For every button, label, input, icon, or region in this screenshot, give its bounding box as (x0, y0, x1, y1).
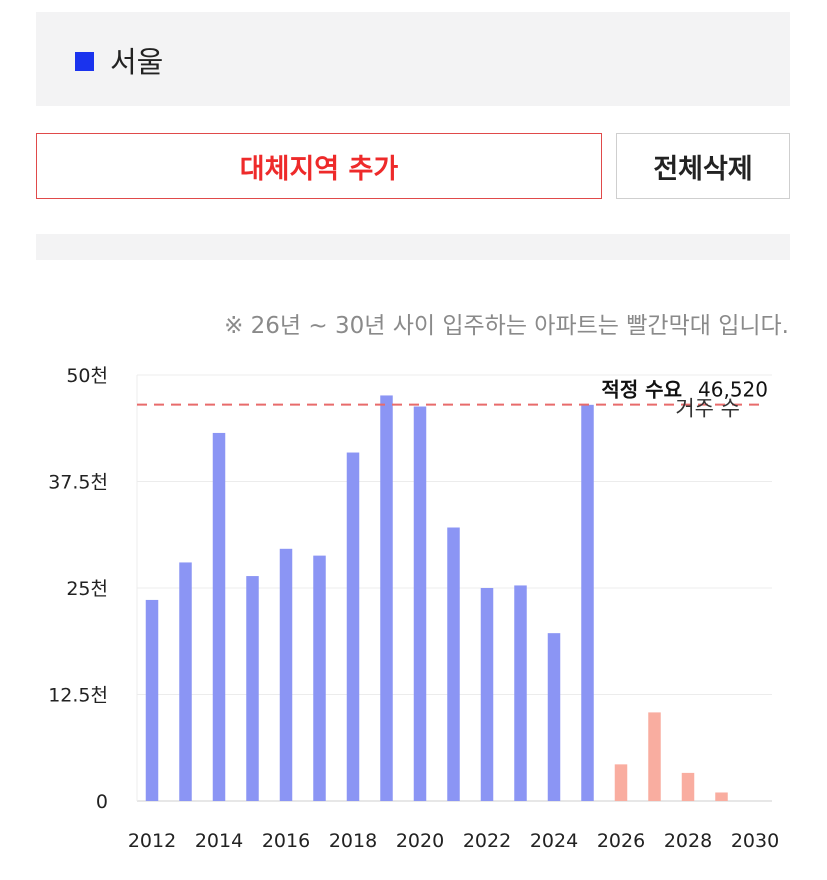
bar-2027 (648, 712, 661, 801)
bar-2029 (715, 792, 728, 801)
bar-2022 (480, 588, 494, 801)
selected-region-panel (36, 12, 790, 106)
y-tick-label: 25천 (66, 578, 108, 600)
bar-2026 (614, 764, 628, 801)
bar-2021 (447, 527, 460, 801)
x-tick-label: 2028 (664, 830, 712, 852)
x-tick-label: 2030 (731, 830, 779, 852)
x-tick-label: 2016 (262, 830, 310, 852)
bar-2023 (514, 585, 527, 801)
y-tick-label: 0 (96, 791, 108, 813)
bar-2020 (413, 406, 427, 801)
y-tick-label: 12.5천 (48, 685, 108, 707)
bar-2014 (212, 432, 226, 801)
x-tick-label: 2020 (396, 830, 444, 852)
reference-label: 적정 수요 (601, 378, 682, 402)
delete-all-button[interactable]: 전체삭제 (616, 133, 790, 199)
bar-2016 (279, 548, 293, 801)
bar-2019 (380, 395, 393, 801)
y-tick-label: 50천 (66, 365, 108, 387)
x-tick-label: 2012 (128, 830, 176, 852)
region-label: 서울 (110, 45, 164, 79)
y-tick-label: 37.5천 (48, 472, 108, 494)
supply-bar-chart: 0 12.5천 25천 37.5천 50천 2012 2014 2016 2018 2020 202… (48, 365, 779, 852)
x-tick-label: 2018 (329, 830, 377, 852)
chart-note: ※ 26년 ~ 30년 사이 입주하는 아파트는 빨간막대 입니다. (224, 313, 789, 339)
add-alternative-region-button[interactable]: 대체지역 추가 (36, 133, 602, 199)
x-tick-label: 2022 (463, 830, 511, 852)
bar-2025 (581, 404, 594, 801)
bar-2015 (246, 576, 259, 801)
x-tick-label: 2024 (530, 830, 578, 852)
overlap-text: 거주 수 (675, 397, 740, 421)
bar-2012 (145, 599, 159, 801)
reference-value: 46,520 (698, 378, 768, 402)
x-tick-label: 2026 (597, 830, 645, 852)
bar-2018 (346, 452, 360, 801)
bar-2017 (313, 555, 326, 801)
region-color-swatch (75, 52, 94, 71)
bar-2013 (179, 562, 192, 801)
x-tick-label: 2014 (195, 830, 243, 852)
divider-strip (36, 234, 790, 260)
bar-2028 (681, 772, 695, 801)
bar-2024 (547, 633, 561, 801)
